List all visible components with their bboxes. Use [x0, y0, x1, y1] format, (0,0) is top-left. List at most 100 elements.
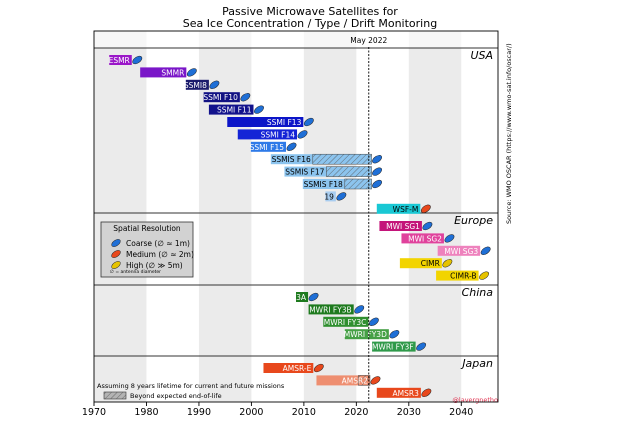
region-label-usa: USA	[470, 49, 493, 62]
mission-ssmis-f18: SSMIS F18	[302, 178, 382, 190]
region-label-japan: Japan	[460, 357, 493, 370]
mission-bar	[270, 154, 313, 165]
mission-label: SSMIS F17	[285, 168, 324, 177]
mission-label: 19	[324, 192, 334, 201]
mission-bar	[325, 191, 336, 202]
mission-cimr: CIMR	[399, 258, 453, 269]
mission-label: SSMI F10	[203, 93, 238, 102]
mission-bar-eol-outline	[312, 153, 372, 165]
resolution-marker	[479, 271, 490, 280]
mission-ssmi-f13: SSMI F13	[227, 117, 314, 127]
mission-bar-eol-hatch	[312, 154, 372, 165]
mission-bar	[316, 375, 359, 386]
mission-label: AMSR2	[342, 376, 369, 385]
mission-label: MWI SG1	[386, 222, 420, 231]
legend-label-0: Coarse (∅ ≈ 1m)	[126, 239, 190, 248]
resolution-marker	[444, 234, 455, 243]
chart-title-line2: Sea Ice Concentration / Type / Drift Mon…	[183, 17, 437, 30]
mission-amsr-e: AMSR-E	[263, 363, 324, 373]
x-tick-label-1980: 1980	[134, 407, 158, 418]
footnote: Assuming 8 years lifetime for current an…	[97, 382, 285, 390]
resolution-marker	[297, 130, 308, 139]
mission-label: CIMR-B	[450, 272, 476, 281]
mission-ssmi-f10: SSMI F10	[203, 92, 251, 103]
legend-label-2: High (∅ ≫ 5m)	[126, 261, 183, 270]
legend-title: Spatial Resolution	[113, 224, 181, 233]
resolution-marker	[372, 167, 382, 176]
mission-mwi-sg2: MWI SG2	[401, 233, 455, 244]
mission-label: CIMR	[421, 259, 440, 268]
mission-label: SSMI F13	[267, 118, 302, 127]
legend-marker-0	[111, 239, 121, 247]
mission-label: SSMI8	[184, 81, 207, 90]
mission-label: SSMI F15	[250, 143, 285, 152]
decade-band-2030	[408, 31, 462, 402]
mission-label: SSMI F14	[261, 130, 296, 139]
mission-label: SSMIS F16	[272, 155, 311, 164]
mission-label: MWRI FY3D	[344, 330, 387, 339]
mission-mwri-fy3c: MWRI FY3C	[323, 316, 379, 327]
x-tick-label-1990: 1990	[187, 407, 211, 418]
mission-bar	[140, 67, 187, 78]
mission-mwri-fy3d: MWRI FY3D	[344, 329, 400, 340]
mission-bar	[401, 233, 444, 244]
resolution-marker	[421, 388, 432, 397]
resolution-marker	[336, 192, 347, 201]
decade-shading	[94, 31, 498, 402]
mission-bar	[203, 92, 240, 103]
mission-cimr-b: CIMR-B	[436, 270, 490, 281]
region-separators	[94, 47, 498, 357]
region-label-europe: Europe	[454, 214, 493, 227]
legend-note: ∅ = antenna diameter	[110, 269, 161, 275]
mission-label: MWI SG2	[408, 234, 442, 243]
mission-bar-eol-hatch	[326, 166, 372, 177]
mission-label: SMMR	[161, 68, 184, 77]
decade-band-1970	[94, 31, 147, 402]
mission-bar	[296, 292, 309, 302]
resolution-marker	[303, 117, 314, 127]
mission-bar	[344, 329, 389, 340]
resolution-marker	[480, 246, 491, 255]
x-tick-label-1970: 1970	[82, 407, 106, 418]
mission-label: AMSR-E	[283, 364, 312, 373]
mission-bar	[109, 55, 132, 65]
mission-bar	[302, 179, 345, 189]
mission-smmr: SMMR	[140, 67, 197, 78]
resolution-marker	[313, 363, 324, 373]
resolution-marker	[422, 221, 433, 231]
mission-bar	[263, 363, 314, 373]
source-label: Source: WMO OSCAR (https://www.wmo-sat.i…	[505, 43, 513, 224]
mission-ssmi-f15: SSMI F15	[250, 141, 297, 152]
mission-mwi-sg3: MWI SG3	[437, 245, 491, 256]
mission-bar	[436, 270, 479, 281]
mission-esmr: ESMR	[109, 55, 143, 65]
mission-bar	[376, 387, 421, 398]
mission-bar	[372, 341, 416, 352]
mission-bar	[379, 221, 422, 231]
current-date-label: May 2022	[350, 36, 387, 45]
resolution-marker	[254, 105, 264, 114]
current-date-marker: May 2022	[350, 36, 387, 402]
mission-bar	[227, 117, 304, 127]
mission-amsr3: AMSR3	[376, 387, 432, 398]
mission-label: MWRI FY3C	[324, 318, 367, 327]
x-tick-label-2010: 2010	[292, 407, 316, 418]
mission-bar-eol-outline	[326, 166, 372, 177]
resolution-marker	[308, 292, 319, 302]
mission-label: ESMR	[109, 56, 130, 65]
mission-bar	[185, 79, 209, 90]
mission-label: MWI SG3	[444, 247, 478, 256]
resolution-marker	[186, 68, 197, 77]
mission-ssmi-f14: SSMI F14	[237, 129, 308, 140]
footer-notes: Assuming 8 years lifetime for current an…	[97, 382, 498, 404]
decade-band-2010	[303, 31, 357, 402]
mission-19: 19	[324, 191, 347, 202]
mission-mwri-fy3f: MWRI FY3F	[372, 341, 427, 352]
mission-bar	[250, 141, 287, 152]
mission-bar	[323, 316, 369, 327]
x-axis: 1970 1980 1990 2000 2010 2020 2030 2040	[82, 402, 473, 418]
mission-wsf-m: WSF-M	[376, 203, 431, 214]
resolution-marker	[209, 80, 220, 89]
resolution-marker	[416, 342, 427, 351]
